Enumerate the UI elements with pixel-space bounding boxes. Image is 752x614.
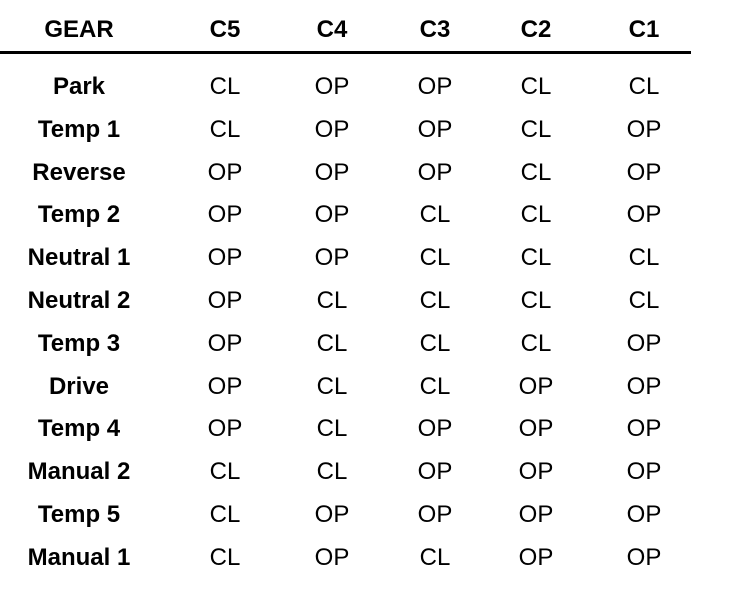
clutch-state: CL	[209, 501, 241, 528]
clutch-state: CL	[520, 158, 552, 186]
header-divider	[0, 51, 691, 54]
clutch-state: OP	[626, 158, 662, 186]
column-header-c1: C1	[628, 16, 660, 43]
clutch-state: OP	[626, 372, 662, 400]
clutch-state: OP	[518, 372, 554, 400]
clutch-state: CL	[316, 415, 348, 443]
clutch-state: OP	[314, 73, 350, 100]
gear-name: Neutral 1	[27, 244, 131, 272]
clutch-state: OP	[207, 158, 243, 186]
gear-name: Temp 3	[37, 329, 121, 357]
clutch-state: CL	[209, 73, 241, 100]
clutch-state: CL	[520, 115, 552, 143]
clutch-state: CL	[520, 287, 552, 314]
clutch-state: OP	[626, 201, 662, 229]
gear-name: Drive	[48, 372, 110, 400]
clutch-state: CL	[520, 329, 552, 357]
clutch-state: OP	[417, 115, 453, 143]
clutch-state: CL	[209, 115, 241, 143]
clutch-state: OP	[626, 501, 662, 528]
clutch-state: OP	[518, 458, 554, 486]
clutch-state: OP	[518, 415, 554, 443]
column-header-gear: GEAR	[44, 16, 114, 43]
clutch-state: OP	[314, 501, 350, 528]
gear-name: Neutral 2	[27, 287, 131, 314]
clutch-state: CL	[316, 329, 348, 357]
clutch-state: CL	[628, 244, 660, 272]
gear-name: Temp 4	[37, 415, 121, 443]
column-header-c2: C2	[520, 16, 552, 43]
gear-name: Park	[52, 73, 106, 100]
gear-name: Temp 2	[37, 201, 121, 229]
column-header-c4: C4	[316, 16, 348, 43]
clutch-state: OP	[207, 201, 243, 229]
clutch-state: CL	[520, 73, 552, 100]
clutch-state: OP	[314, 201, 350, 229]
clutch-state: OP	[314, 158, 350, 186]
clutch-state: CL	[419, 287, 451, 314]
clutch-state: OP	[207, 329, 243, 357]
gear-name: Manual 1	[27, 543, 131, 571]
clutch-state: OP	[626, 458, 662, 486]
clutch-state: OP	[518, 543, 554, 571]
clutch-state: OP	[207, 372, 243, 400]
clutch-state: OP	[626, 415, 662, 443]
clutch-state: CL	[520, 244, 552, 272]
clutch-state: CL	[419, 372, 451, 400]
clutch-state: CL	[419, 329, 451, 357]
clutch-state: CL	[419, 201, 451, 229]
clutch-state: CL	[316, 287, 348, 314]
clutch-state: OP	[314, 115, 350, 143]
column-header-c5: C5	[209, 16, 241, 43]
clutch-state: OP	[314, 244, 350, 272]
clutch-state: OP	[417, 458, 453, 486]
clutch-state: OP	[314, 543, 350, 571]
clutch-state: CL	[628, 73, 660, 100]
clutch-state: CL	[209, 458, 241, 486]
gear-name: Manual 2	[27, 458, 131, 486]
clutch-state: OP	[626, 329, 662, 357]
gear-name: Reverse	[32, 158, 126, 186]
clutch-state: CL	[419, 244, 451, 272]
clutch-state: OP	[207, 287, 243, 314]
column-header-c3: C3	[419, 16, 451, 43]
clutch-state: CL	[316, 372, 348, 400]
clutch-state: OP	[417, 158, 453, 186]
clutch-state: OP	[626, 115, 662, 143]
clutch-state: CL	[209, 543, 241, 571]
clutch-state: OP	[518, 501, 554, 528]
clutch-state: CL	[520, 201, 552, 229]
clutch-state: OP	[207, 244, 243, 272]
clutch-state: OP	[626, 543, 662, 571]
gear-name: Temp 5	[37, 501, 121, 528]
clutch-state: CL	[316, 458, 348, 486]
clutch-state: OP	[417, 73, 453, 100]
clutch-state: OP	[207, 415, 243, 443]
gear-name: Temp 1	[37, 115, 121, 143]
clutch-state: CL	[628, 287, 660, 314]
clutch-state: OP	[417, 415, 453, 443]
clutch-state: CL	[419, 543, 451, 571]
clutch-state: OP	[417, 501, 453, 528]
